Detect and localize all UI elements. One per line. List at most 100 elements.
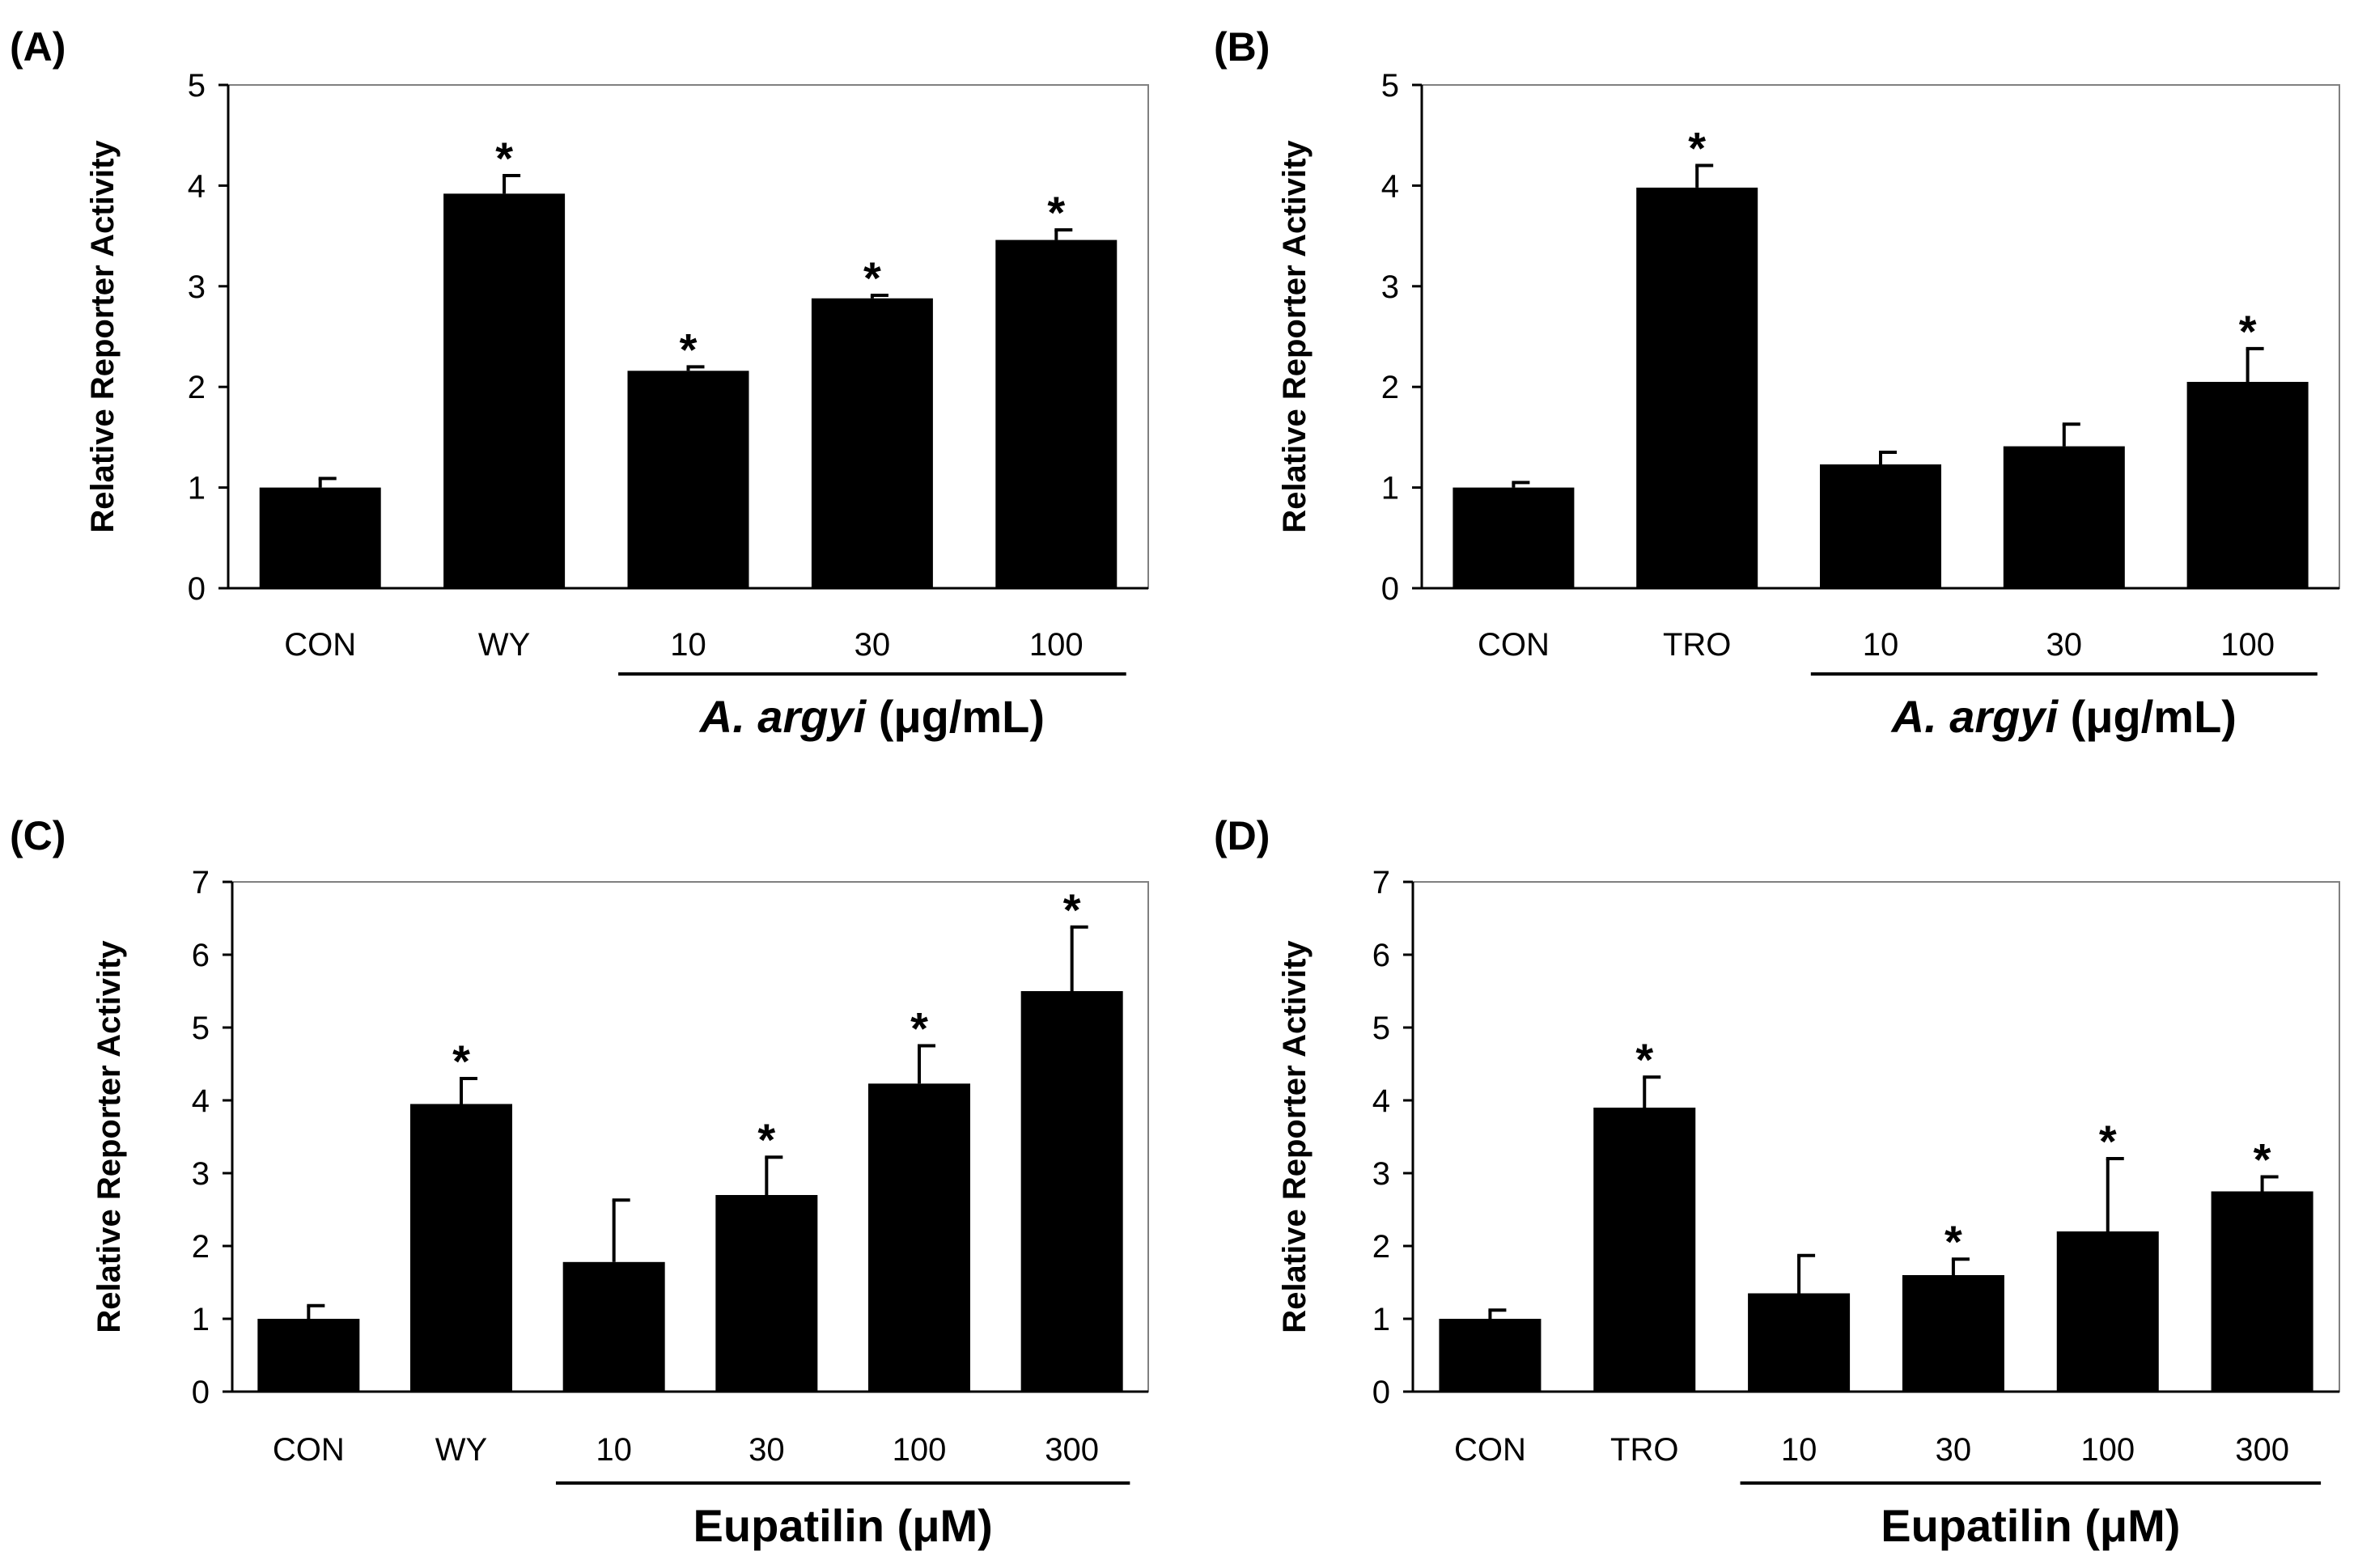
category-label: 300 <box>2235 1432 2289 1468</box>
group-label: A. argyi (μg/mL) <box>1890 691 2237 742</box>
bar-10 <box>562 1261 665 1392</box>
y-tick-label: 5 <box>188 68 206 104</box>
category-label: 300 <box>1045 1432 1099 1468</box>
category-label: CON <box>1478 627 1550 663</box>
y-tick-label: 2 <box>1381 370 1399 405</box>
bar-100 <box>868 1083 970 1392</box>
category-label: WY <box>478 627 530 663</box>
y-axis-label: Relative Reporter Activity <box>85 140 121 533</box>
category-label: 100 <box>1029 627 1084 663</box>
bar-tro <box>1593 1108 1696 1392</box>
y-tick-label: 6 <box>1372 938 1390 973</box>
y-tick-label: 0 <box>1381 571 1399 607</box>
chart-panel-a: (A) 0 1 2 3 4 5 Relative Reporter Activity CON * W… <box>10 24 1149 742</box>
y-tick-label: 5 <box>1372 1011 1390 1046</box>
y-axis-label: Relative Reporter Activity <box>1277 140 1313 533</box>
category-label: 10 <box>1781 1432 1817 1468</box>
bar-30 <box>715 1195 818 1392</box>
y-tick-label: 2 <box>1372 1229 1390 1265</box>
significance-star: * <box>680 324 698 375</box>
bar-30 <box>2003 446 2125 588</box>
category-label: 100 <box>2080 1432 2135 1468</box>
y-tick-label: 0 <box>192 1375 210 1410</box>
bar-300 <box>1020 991 1123 1392</box>
significance-star: * <box>1688 123 1706 174</box>
y-tick-label: 3 <box>192 1156 210 1192</box>
y-tick-label: 7 <box>1372 865 1390 901</box>
category-label: 30 <box>749 1432 785 1468</box>
category-label: 10 <box>670 627 706 663</box>
bar-30 <box>811 298 933 588</box>
bar-tro <box>1636 187 1758 588</box>
y-tick-label: 0 <box>188 571 206 607</box>
category-label: CON <box>1454 1432 1526 1468</box>
y-tick-label: 4 <box>188 168 206 204</box>
category-label: TRO <box>1610 1432 1678 1468</box>
bar-con <box>257 1319 360 1392</box>
bar-con <box>1453 487 1575 588</box>
chart-panel-b: (B) 0 1 2 3 4 5 Relative Reporter Activity CON * T… <box>1214 24 2340 742</box>
panel-label: (C) <box>10 813 66 858</box>
y-tick-label: 3 <box>1372 1156 1390 1192</box>
bar-10 <box>1820 464 1941 588</box>
significance-star: * <box>910 1003 928 1054</box>
significance-star: * <box>2254 1134 2271 1185</box>
y-tick-label: 1 <box>188 471 206 506</box>
category-label: 30 <box>855 627 891 663</box>
y-tick-label: 2 <box>192 1229 210 1265</box>
category-label: CON <box>273 1432 345 1468</box>
y-tick-label: 5 <box>192 1011 210 1046</box>
panel-label: (A) <box>10 24 66 70</box>
category-label: 100 <box>2220 627 2275 663</box>
significance-star: * <box>1635 1034 1653 1085</box>
y-tick-label: 2 <box>188 370 206 405</box>
significance-star: * <box>863 252 881 303</box>
panel-label: (B) <box>1214 24 1270 70</box>
significance-star: * <box>2239 306 2257 357</box>
bar-300 <box>2211 1191 2313 1392</box>
significance-star: * <box>1945 1216 1962 1267</box>
y-tick-label: 4 <box>1381 168 1399 204</box>
significance-star: * <box>757 1114 775 1165</box>
significance-star: * <box>1047 187 1065 238</box>
category-label: 30 <box>2046 627 2083 663</box>
category-label: WY <box>435 1432 487 1468</box>
y-axis-label: Relative Reporter Activity <box>1277 940 1313 1333</box>
bar-con <box>259 487 381 588</box>
bar-100 <box>2186 381 2309 588</box>
y-tick-label: 3 <box>188 269 206 305</box>
plot-frame <box>231 881 1149 1392</box>
bar-100 <box>995 239 1118 588</box>
chart-panel-c: (C) 0 1 2 3 4 5 6 7 Relative Reporter Activity CON… <box>10 813 1149 1551</box>
bar-100 <box>2056 1231 2159 1392</box>
y-tick-label: 1 <box>1381 471 1399 506</box>
significance-star: * <box>495 133 513 184</box>
group-label: Eupatilin (μM) <box>693 1500 993 1551</box>
bar-30 <box>1902 1275 2004 1392</box>
y-tick-label: 5 <box>1381 68 1399 104</box>
bar-10 <box>627 371 749 588</box>
category-label: 10 <box>596 1432 632 1468</box>
category-label: 10 <box>1863 627 1899 663</box>
category-label: CON <box>284 627 356 663</box>
chart-panel-d: (D) 0 1 2 3 4 5 6 7 Relative Reporter Activity CON… <box>1214 813 2340 1551</box>
bar-con <box>1439 1319 1542 1392</box>
y-tick-label: 1 <box>192 1302 210 1337</box>
bar-wy <box>443 193 566 589</box>
significance-star: * <box>2099 1116 2117 1167</box>
y-tick-label: 4 <box>192 1083 210 1119</box>
significance-star: * <box>452 1036 470 1087</box>
bar-wy <box>410 1104 512 1392</box>
y-tick-label: 3 <box>1381 269 1399 305</box>
significance-star: * <box>1063 884 1081 935</box>
group-label: Eupatilin (μM) <box>1881 1500 2180 1551</box>
y-tick-label: 6 <box>192 938 210 973</box>
y-tick-label: 4 <box>1372 1083 1390 1119</box>
panel-label: (D) <box>1214 813 1270 858</box>
plot-frame <box>1412 881 2340 1392</box>
y-tick-label: 1 <box>1372 1302 1390 1337</box>
bar-10 <box>1748 1293 1851 1392</box>
category-label: 30 <box>1936 1432 1972 1468</box>
group-label: A. argyi (μg/mL) <box>698 691 1045 742</box>
